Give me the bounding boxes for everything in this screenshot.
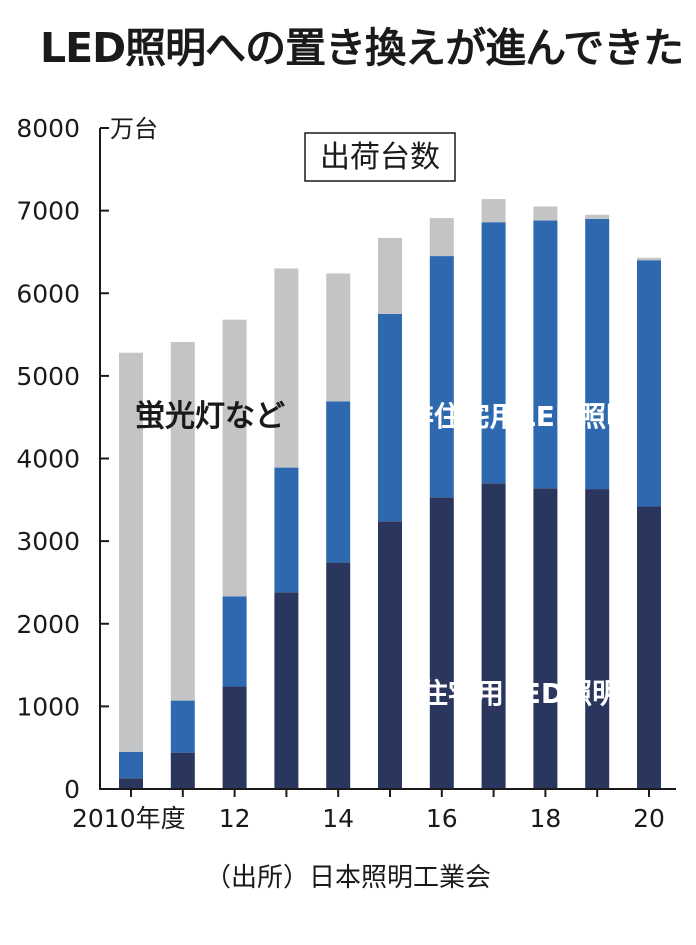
bar-fluorescent-2016 <box>429 218 454 257</box>
bar-fluorescent-2020 <box>637 257 661 261</box>
source-note: （出所）日本照明工業会 <box>204 863 491 893</box>
x-tick-label-12: 12 <box>219 804 251 833</box>
bar-fluorescent-2010 <box>119 352 143 752</box>
x-tick-label-18: 18 <box>529 804 561 833</box>
x-tick-label-2010年度: 2010年度 <box>72 804 186 833</box>
bar-fluorescent-2019 <box>585 214 610 219</box>
bar-non-housing-led-2011 <box>170 700 195 753</box>
bar-housing-led-2011 <box>170 752 195 789</box>
y-unit-label: 万台 <box>110 115 158 143</box>
y-tick-label-7000: 7000 <box>16 197 80 226</box>
x-tick-label-16: 16 <box>426 804 458 833</box>
y-tick-label-3000: 3000 <box>16 527 80 556</box>
chart-title: LED照明への置き換えが進んできた <box>40 24 684 72</box>
y-tick-label-5000: 5000 <box>16 362 80 391</box>
bar-housing-led-2014 <box>326 562 351 789</box>
bar-fluorescent-2013 <box>274 268 299 468</box>
bar-non-housing-led-2014 <box>326 401 351 563</box>
bar-housing-led-2012 <box>222 686 247 789</box>
bar-non-housing-led-2019 <box>585 218 610 490</box>
bar-housing-led-2018 <box>533 488 558 789</box>
x-tick-label-20: 20 <box>633 804 665 833</box>
bar-non-housing-led-2013 <box>274 467 299 593</box>
box-label-text: 出荷台数 <box>320 140 440 175</box>
bar-non-housing-led-2017 <box>481 222 506 484</box>
bar-non-housing-led-2018 <box>533 220 558 489</box>
bar-fluorescent-2012 <box>222 319 247 597</box>
bar-non-housing-led-2016 <box>429 256 454 498</box>
y-tick-label-1000: 1000 <box>16 692 80 721</box>
axes-group: 0 1000 2000 3000 4000 5000 6000 7000 8000 万台 2010年… <box>16 114 676 833</box>
bar-housing-led-2016 <box>429 497 454 789</box>
y-tick-label-8000: 8000 <box>16 114 80 143</box>
bar-non-housing-led-2012 <box>222 596 247 687</box>
y-tick-label-0: 0 <box>64 775 80 804</box>
box-label-frame <box>304 132 456 182</box>
bar-fluorescent-2011 <box>170 341 195 701</box>
series-label-housing-led: 住宅用LED照明 <box>420 677 620 710</box>
bar-housing-led-2010 <box>119 778 143 789</box>
bar-non-housing-led-2010 <box>119 751 143 779</box>
y-tick-label-6000: 6000 <box>16 279 80 308</box>
bar-fluorescent-2015 <box>378 237 402 314</box>
bar-housing-led-2019 <box>585 489 610 789</box>
bar-fluorescent-2014 <box>326 273 351 402</box>
x-tick-label-14: 14 <box>322 804 354 833</box>
bars-group <box>119 199 661 789</box>
bar-housing-led-2013 <box>274 592 299 789</box>
bar-housing-led-2020 <box>637 506 661 789</box>
bar-fluorescent-2018 <box>533 206 558 221</box>
bar-fluorescent-2017 <box>481 199 506 223</box>
series-label-fluorescent: 蛍光灯など <box>135 399 285 434</box>
bar-housing-led-2017 <box>481 483 506 789</box>
series-label-non-housing-led: 非住宅用LED照明 <box>406 400 634 433</box>
bar-non-housing-led-2015 <box>378 313 402 522</box>
y-tick-label-2000: 2000 <box>16 610 80 639</box>
y-tick-label-4000: 4000 <box>16 445 80 474</box>
bar-housing-led-2015 <box>378 521 402 789</box>
bar-non-housing-led-2020 <box>637 260 661 507</box>
